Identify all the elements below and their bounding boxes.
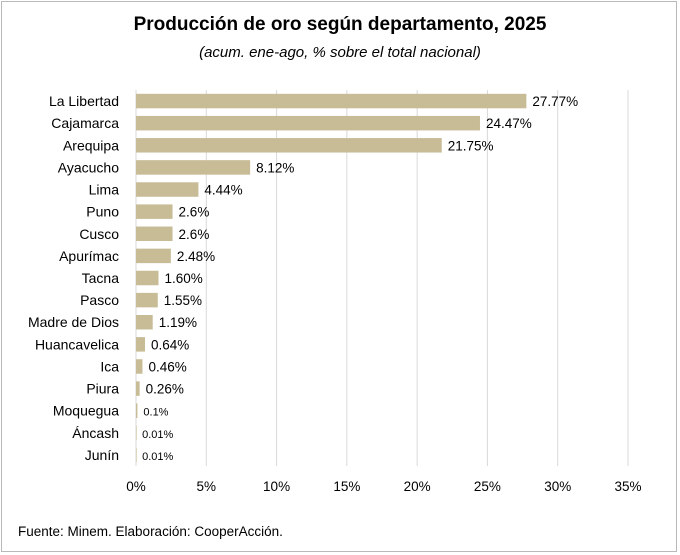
data-label: 1.19%	[159, 315, 197, 330]
chart-title: Producción de oro según departamento, 20…	[133, 14, 547, 35]
x-tick-label: 15%	[333, 479, 360, 494]
category-label: Arequipa	[63, 137, 119, 153]
category-label: Junín	[85, 447, 119, 463]
value-labels: 27.77%24.47% 21.75% 8.12% 4.44% 2.6% 2.6% 2.48…	[142, 94, 578, 463]
bar	[136, 314, 153, 330]
x-tick-labels: 0% 5% 10% 15% 20% 25% 30% 35%	[126, 479, 641, 494]
data-label: 0.64%	[151, 337, 189, 352]
category-label: Madre de Dios	[28, 314, 119, 330]
x-tick-label: 35%	[614, 479, 641, 494]
category-labels: La Libertad Cajamarca Arequipa Ayacucho Lima…	[28, 93, 119, 463]
data-label: 0.26%	[146, 382, 184, 397]
data-label: 4.44%	[204, 183, 242, 198]
category-label: Huancavelica	[35, 336, 119, 352]
category-label: Ayacucho	[58, 159, 119, 175]
bar	[136, 447, 137, 463]
bar	[136, 292, 158, 308]
bar	[136, 403, 138, 418]
data-label: 2.6%	[179, 205, 210, 220]
category-label: Pasco	[80, 292, 119, 308]
data-label: 24.47%	[486, 116, 532, 131]
x-tick-label: 25%	[474, 479, 501, 494]
bar	[136, 138, 442, 153]
bar	[136, 160, 251, 175]
data-label: 0.01%	[142, 429, 173, 441]
bar	[136, 226, 173, 242]
category-label: Lima	[89, 182, 120, 198]
bar	[136, 182, 199, 197]
bar	[136, 93, 527, 109]
bar	[136, 248, 171, 264]
category-label: Cajamarca	[51, 115, 119, 131]
bar	[136, 115, 480, 131]
x-tick-label: 30%	[544, 479, 571, 494]
source-note: Fuente: Minem. Elaboración: CooperAcción…	[18, 524, 283, 539]
data-label: 0.01%	[142, 451, 173, 463]
category-label: Puno	[86, 204, 119, 220]
x-tick-label: 20%	[404, 479, 431, 494]
data-label: 21.75%	[448, 138, 494, 153]
bar	[136, 425, 137, 441]
category-label: Piura	[86, 381, 119, 397]
data-label: 27.77%	[532, 94, 578, 109]
chart-subtitle: (acum. ene-ago, % sobre el total naciona…	[199, 44, 481, 61]
bar	[136, 337, 145, 352]
category-label: Apurímac	[59, 248, 119, 264]
bar	[136, 204, 173, 219]
category-label: Tacna	[82, 270, 120, 286]
data-label: 2.6%	[179, 227, 210, 242]
data-label: 2.48%	[177, 249, 215, 264]
bars	[136, 93, 527, 463]
bar	[136, 270, 159, 286]
x-tick-label: 0%	[126, 479, 146, 494]
category-label: La Libertad	[49, 93, 119, 109]
category-label: Áncash	[72, 425, 119, 441]
data-label: 0.46%	[148, 359, 186, 374]
data-label: 1.60%	[164, 271, 202, 286]
category-label: Ica	[100, 358, 119, 374]
bar	[136, 359, 143, 374]
data-label: 1.55%	[164, 293, 202, 308]
x-tick-label: 10%	[263, 479, 290, 494]
data-label: 0.1%	[143, 407, 168, 419]
x-tick-label: 5%	[197, 479, 217, 494]
data-label: 8.12%	[256, 160, 294, 175]
category-label: Moquegua	[53, 403, 119, 419]
category-label: Cusco	[79, 226, 119, 242]
bar	[136, 381, 140, 396]
